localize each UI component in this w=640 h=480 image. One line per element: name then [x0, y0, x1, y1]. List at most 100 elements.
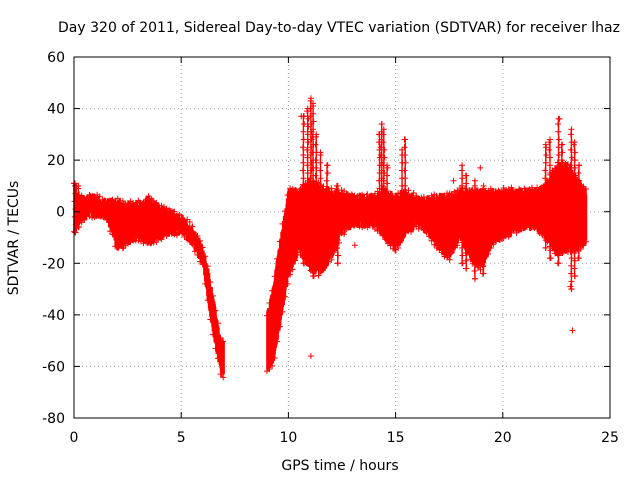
data-point	[381, 146, 388, 153]
data-point	[380, 185, 387, 192]
data-point	[351, 221, 358, 228]
data-point	[378, 198, 385, 205]
data-point	[380, 177, 387, 184]
data-point	[75, 193, 82, 200]
data-point-outlier	[120, 244, 127, 251]
data-point	[431, 241, 438, 248]
data-point	[315, 272, 322, 279]
data-point	[492, 188, 499, 195]
data-point	[567, 146, 574, 153]
data-point	[117, 242, 124, 249]
data-point	[304, 216, 311, 223]
data-point	[575, 208, 582, 215]
data-point	[546, 139, 553, 146]
data-point	[173, 212, 180, 219]
data-point	[304, 154, 311, 161]
data-point	[505, 233, 512, 240]
data-point	[287, 271, 294, 278]
data-point	[405, 187, 412, 194]
data-point	[567, 131, 574, 138]
data-point	[546, 239, 553, 246]
data-point	[508, 184, 515, 191]
data-point	[384, 195, 391, 202]
data-point	[300, 159, 307, 166]
data-point	[495, 187, 502, 194]
data-point	[459, 237, 466, 244]
data-point	[459, 252, 466, 259]
data-point	[480, 247, 487, 254]
data-point	[361, 222, 368, 229]
data-point	[498, 188, 505, 195]
data-point	[324, 239, 331, 246]
data-point	[480, 182, 487, 189]
data-point	[194, 252, 201, 259]
data-point	[81, 217, 88, 224]
data-point	[463, 188, 470, 195]
data-point	[140, 240, 147, 247]
chart-title: Day 320 of 2011, Sidereal Day-to-day VTE…	[58, 20, 620, 36]
data-point	[485, 250, 492, 257]
data-point	[402, 136, 409, 143]
data-point	[459, 175, 466, 182]
data-point	[86, 213, 93, 220]
data-point	[75, 182, 82, 189]
data-point	[86, 191, 93, 198]
data-point	[568, 231, 575, 238]
data-point	[125, 240, 132, 247]
data-point	[384, 180, 391, 187]
data-point	[477, 266, 484, 273]
data-point	[413, 192, 420, 199]
data-point	[568, 278, 575, 285]
data-point	[459, 162, 466, 169]
data-point	[313, 211, 320, 218]
data-point	[383, 211, 390, 218]
data-point	[546, 136, 553, 143]
data-point	[186, 237, 193, 244]
data-point	[555, 229, 562, 236]
y-tick-label: 60	[47, 50, 65, 66]
data-point	[334, 213, 341, 220]
data-point	[401, 206, 408, 213]
data-point	[454, 242, 461, 249]
data-point	[158, 202, 165, 209]
data-point	[552, 250, 559, 257]
data-point	[96, 193, 103, 200]
data-point	[576, 216, 583, 223]
data-point	[415, 225, 422, 232]
data-point-outlier	[450, 177, 457, 184]
data-point	[564, 161, 571, 168]
data-point	[559, 226, 566, 233]
data-point	[317, 175, 324, 182]
data-point	[480, 270, 487, 277]
data-point	[71, 198, 78, 205]
data-point	[570, 141, 577, 148]
data-point	[374, 227, 381, 234]
data-point	[281, 293, 288, 300]
data-point	[101, 213, 108, 220]
data-point	[568, 247, 575, 254]
data-point	[310, 110, 317, 117]
data-point	[571, 265, 578, 272]
data-point	[310, 126, 317, 133]
data-point	[441, 253, 448, 260]
data-point	[582, 238, 589, 245]
data-point	[99, 212, 106, 219]
data-point	[471, 182, 478, 189]
data-point	[215, 320, 222, 327]
data-point	[571, 242, 578, 249]
data-point	[555, 144, 562, 151]
data-point	[310, 273, 317, 280]
data-point	[143, 239, 150, 246]
data-point	[317, 229, 324, 236]
data-point	[380, 126, 387, 133]
data-point	[135, 237, 142, 244]
data-point	[317, 198, 324, 205]
data-point-outlier	[311, 265, 318, 272]
data-point	[112, 243, 119, 250]
data-point	[395, 190, 402, 197]
data-point	[571, 157, 578, 164]
data-point	[472, 252, 479, 259]
data-point	[567, 193, 574, 200]
data-point	[471, 275, 478, 282]
data-point	[513, 229, 520, 236]
